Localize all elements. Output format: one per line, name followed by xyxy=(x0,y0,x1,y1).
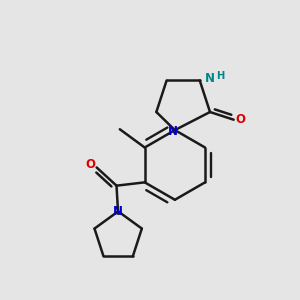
Text: O: O xyxy=(85,158,95,171)
Text: O: O xyxy=(235,113,245,126)
Text: N: N xyxy=(168,124,178,138)
Text: N: N xyxy=(205,72,215,85)
Text: N: N xyxy=(113,205,123,218)
Text: H: H xyxy=(216,70,224,80)
